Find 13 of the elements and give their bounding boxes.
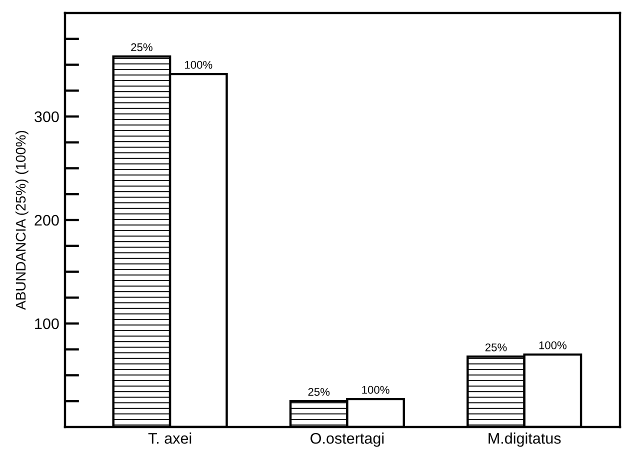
y-tick-label: 200 <box>34 214 59 226</box>
text: 25% <box>308 388 330 396</box>
text: 100% <box>362 386 390 394</box>
x-tick-label: T. axei <box>148 432 192 444</box>
x-tick-label: M.digitatus <box>488 432 561 447</box>
series-label: 100% <box>185 60 212 69</box>
y-axis-title: ABUNDANCIA (25%) (100%) <box>15 130 28 310</box>
x-tick-label: O.ostertagi <box>310 432 384 447</box>
series-label: 25% <box>131 43 152 52</box>
text: 100% <box>539 341 566 350</box>
y-tick-label: 300 <box>34 111 59 122</box>
y-tick-label: 100 <box>35 318 59 330</box>
text: 25% <box>485 343 507 352</box>
